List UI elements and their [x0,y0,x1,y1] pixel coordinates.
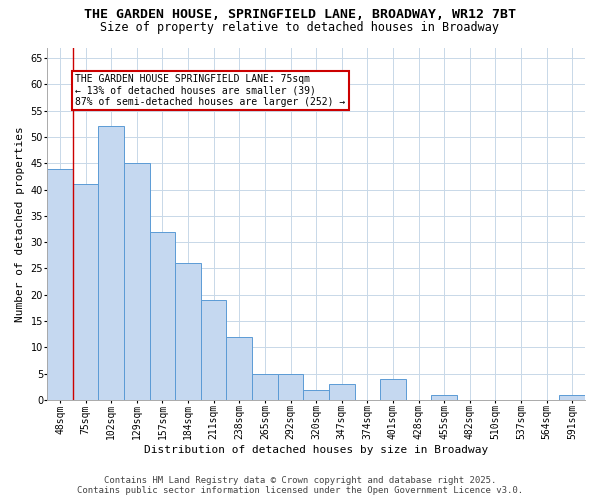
Bar [431,395,457,400]
Bar [226,337,252,400]
Text: THE GARDEN HOUSE SPRINGFIELD LANE: 75sqm
← 13% of detached houses are smaller (3: THE GARDEN HOUSE SPRINGFIELD LANE: 75sqm… [76,74,346,107]
Text: Size of property relative to detached houses in Broadway: Size of property relative to detached ho… [101,22,499,35]
Bar [329,384,355,400]
Bar [380,379,406,400]
Bar [47,168,73,400]
Text: THE GARDEN HOUSE, SPRINGFIELD LANE, BROADWAY, WR12 7BT: THE GARDEN HOUSE, SPRINGFIELD LANE, BROA… [84,8,516,20]
Bar [98,126,124,400]
Bar [252,374,278,400]
Bar [304,390,329,400]
Bar [201,300,226,400]
Bar [149,232,175,400]
Bar [175,263,201,400]
X-axis label: Distribution of detached houses by size in Broadway: Distribution of detached houses by size … [144,445,488,455]
Text: Contains HM Land Registry data © Crown copyright and database right 2025.
Contai: Contains HM Land Registry data © Crown c… [77,476,523,495]
Bar [73,184,98,400]
Y-axis label: Number of detached properties: Number of detached properties [15,126,25,322]
Bar [278,374,304,400]
Bar [559,395,585,400]
Bar [124,164,149,400]
